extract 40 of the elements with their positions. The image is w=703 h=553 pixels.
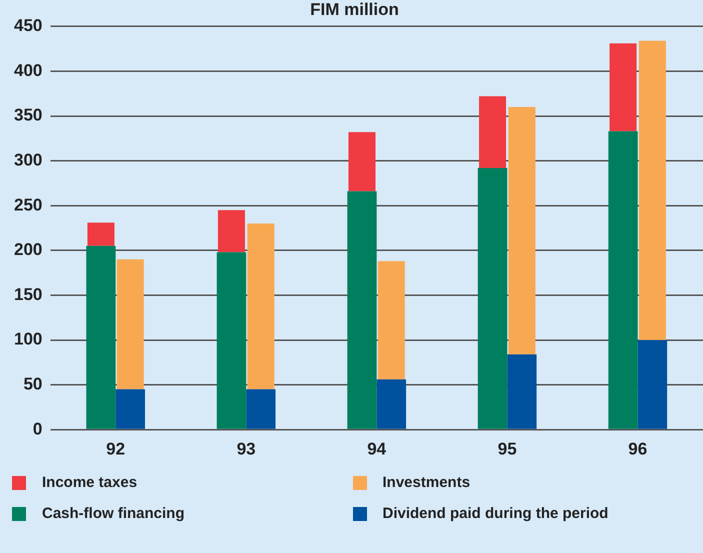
- bar: [348, 132, 376, 192]
- bar: [86, 246, 116, 429]
- bar: [507, 354, 537, 429]
- x-tick-label: 92: [106, 439, 126, 458]
- bar: [116, 389, 145, 429]
- legend-label: Income taxes: [42, 474, 138, 491]
- bar: [378, 261, 405, 380]
- bar: [479, 96, 506, 168]
- x-tick-label: 96: [628, 439, 648, 458]
- y-tick-label: 150: [14, 284, 42, 304]
- y-tick-label: 100: [14, 330, 42, 349]
- x-tick-label: 93: [236, 439, 256, 458]
- y-tick-label: 200: [14, 240, 42, 260]
- bar: [218, 210, 245, 252]
- y-tick-label: 400: [14, 60, 42, 80]
- bar: [216, 252, 246, 429]
- legend-label: Dividend paid during the period: [382, 505, 608, 522]
- bar: [87, 222, 114, 246]
- bar: [508, 107, 536, 354]
- y-tick-label: 350: [14, 106, 42, 125]
- bar: [638, 40, 666, 340]
- y-tick-label: 250: [14, 195, 42, 214]
- bar: [376, 379, 406, 429]
- legend-label: Investments: [382, 474, 470, 491]
- bar: [638, 340, 668, 429]
- y-tick-label: 50: [23, 374, 42, 394]
- chart-title: FIM million: [310, 0, 399, 19]
- bar: [247, 224, 274, 390]
- y-tick-label: 450: [14, 16, 42, 36]
- bar: [478, 168, 508, 429]
- bar: [246, 389, 276, 429]
- x-tick-label: 95: [498, 439, 517, 458]
- legend-label: Cash-flow financing: [42, 505, 184, 522]
- bar: [116, 259, 144, 390]
- bar: [610, 43, 637, 132]
- bar: [347, 191, 377, 429]
- y-tick-label: 0: [32, 419, 42, 438]
- y-tick-label: 300: [14, 150, 42, 170]
- x-tick-label: 94: [367, 439, 387, 458]
- bar: [608, 131, 638, 429]
